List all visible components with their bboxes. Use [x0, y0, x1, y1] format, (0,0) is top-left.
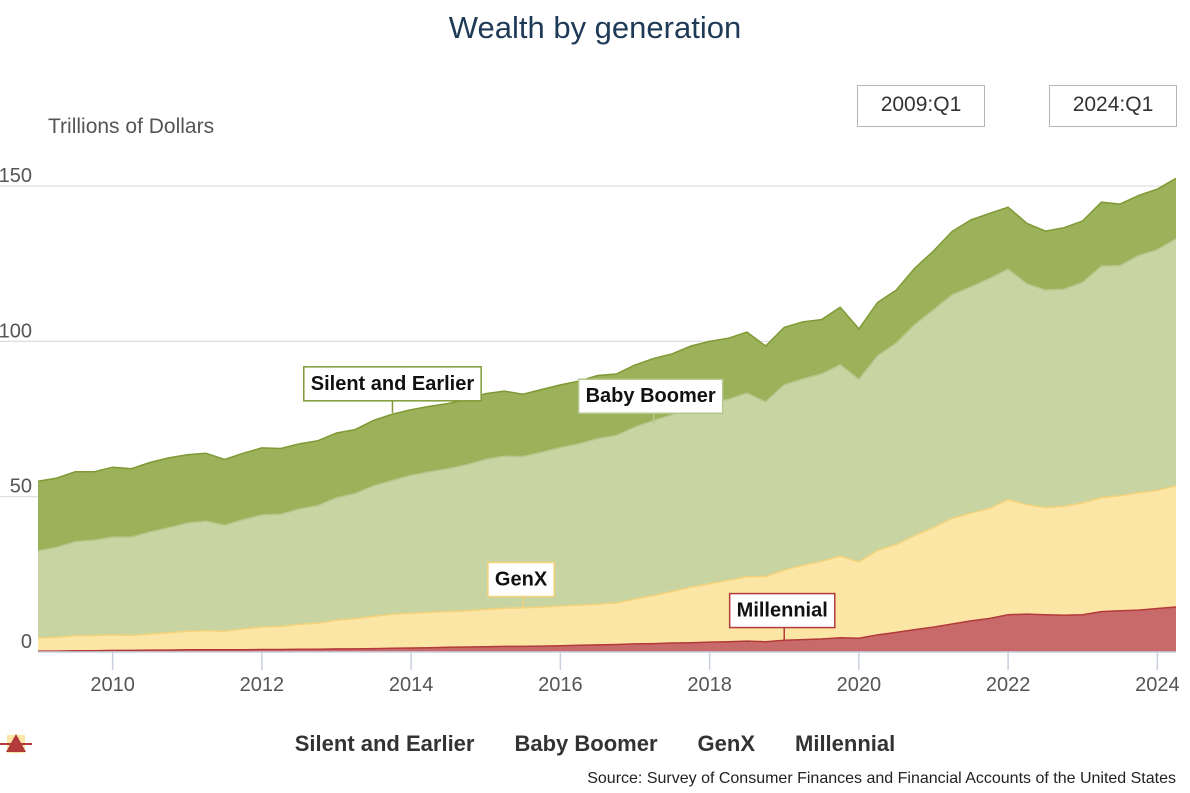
x-tick-label: 2014	[389, 674, 434, 696]
annotation-box	[303, 366, 482, 402]
y-tick-label: 0	[21, 631, 32, 653]
legend-item-millennial[interactable]: Millennial	[0, 731, 896, 757]
x-tick-label: 2010	[90, 674, 135, 696]
annotation-label: Millennial	[737, 600, 828, 622]
x-tick-label: 2012	[240, 674, 285, 696]
annotations: Silent and Earlier Baby Boomer GenX Millenn…	[303, 366, 836, 640]
x-tick-label: 2020	[837, 674, 882, 696]
annotation-millennial: Millennial	[728, 592, 836, 640]
axes: 0 50 100 150 2010 2012 2014 2016 2018 2020 2022 202…	[0, 165, 1180, 696]
annotation-box	[728, 592, 836, 629]
y-axis-label: Trillions of Dollars	[48, 115, 214, 138]
millennial-area	[38, 607, 1176, 652]
source-note: Source: Survey of Consumer Finances and …	[587, 770, 1176, 787]
annotation-silent-and-earlier: Silent and Earlier	[303, 366, 482, 413]
annotation-box	[487, 561, 555, 598]
boomer-area-edge	[37, 238, 1177, 552]
triangle-marker-icon	[0, 734, 32, 752]
x-tick-label: 2018	[687, 674, 732, 696]
series-areas	[37, 177, 1177, 652]
x-tick-label: 2022	[986, 674, 1031, 696]
millennial-area-edge	[38, 606, 1177, 652]
boomer-area	[38, 238, 1176, 638]
x-tick-label: 2024	[1135, 674, 1180, 696]
annotation-box	[577, 378, 724, 414]
y-tick-label: 100	[0, 320, 32, 342]
annotation-label: GenX	[495, 569, 548, 591]
silent-area	[38, 178, 1176, 552]
genx-area	[38, 485, 1176, 652]
annotation-baby-boomer: Baby Boomer	[577, 378, 724, 426]
chart-title: Wealth by generation	[448, 10, 742, 45]
annotation-genx: GenX	[487, 561, 555, 609]
annotation-label: Baby Boomer	[586, 385, 716, 407]
legend-label-genx: GenX	[697, 731, 755, 756]
chart-legend: Silent and Earlier Baby Boomer GenX Mill…	[0, 731, 1190, 757]
genx-area-edge	[37, 485, 1177, 639]
range-start-input[interactable]: 2009:Q1	[857, 85, 985, 127]
range-end-input[interactable]: 2024:Q1	[1049, 85, 1177, 127]
annotation-label: Silent and Earlier	[311, 373, 475, 395]
legend-label-boomer: Baby Boomer	[514, 731, 658, 756]
wealth-area-chart: Trillions of Dollars 0 50 100 150 2010 2012 20…	[0, 115, 1180, 696]
y-tick-label: 150	[0, 165, 32, 187]
legend-label-millennial: Millennial	[795, 731, 896, 756]
y-tick-label: 50	[10, 476, 32, 498]
legend-item-genx[interactable]: GenX	[0, 731, 755, 757]
legend-label-silent: Silent and Earlier	[294, 731, 475, 756]
legend-item-silent[interactable]: Silent and Earlier	[0, 731, 475, 757]
legend-item-boomer[interactable]: Baby Boomer	[0, 731, 658, 757]
silent-area-edge	[37, 177, 1177, 482]
x-tick-label: 2016	[538, 674, 583, 696]
